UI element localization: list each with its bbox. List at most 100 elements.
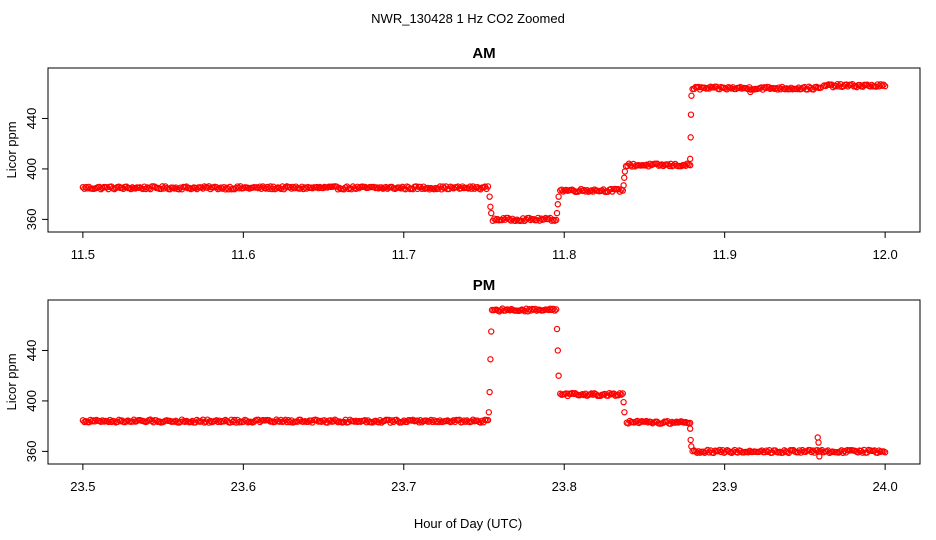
figure-suptitle: NWR_130428 1 Hz CO2 Zoomed — [371, 11, 565, 26]
data-point — [477, 419, 484, 426]
data-point — [485, 409, 493, 416]
data-point — [554, 347, 562, 354]
data-point — [506, 307, 514, 314]
data-point — [816, 453, 823, 460]
data-point — [553, 209, 561, 217]
data-point — [843, 81, 850, 88]
data-point — [462, 418, 469, 425]
data-point — [286, 418, 294, 426]
data-point — [647, 418, 655, 426]
data-point — [576, 187, 583, 194]
data-point — [745, 449, 752, 456]
data-point — [301, 184, 309, 191]
data-point — [526, 306, 533, 313]
data-point — [435, 418, 442, 426]
data-point — [400, 417, 408, 424]
data-point — [127, 185, 135, 193]
data-point — [399, 418, 406, 425]
data-point — [746, 447, 753, 455]
data-point — [484, 416, 492, 424]
data-point — [186, 184, 193, 192]
data-point — [424, 184, 432, 192]
y-tick-label: 400 — [24, 158, 39, 180]
data-point — [354, 183, 361, 190]
data-point — [841, 447, 848, 455]
x-tick-label: 12.0 — [872, 247, 897, 262]
data-point — [695, 448, 702, 455]
data-point — [606, 389, 613, 397]
data-point — [555, 372, 562, 379]
data-point — [397, 185, 405, 192]
plot-frame-am — [47, 67, 921, 233]
data-point — [487, 203, 494, 210]
data-point — [881, 449, 889, 456]
data-point — [423, 417, 430, 424]
data-point — [814, 446, 821, 454]
panel-title-am: AM — [472, 45, 495, 62]
plot-frame-pm — [47, 299, 921, 465]
data-point — [687, 134, 694, 141]
x-tick-label: 23.6 — [231, 479, 256, 494]
data-point — [378, 184, 385, 191]
data-point — [646, 160, 654, 167]
data-point — [484, 183, 492, 190]
x-tick-label: 24.0 — [872, 479, 897, 494]
data-point — [436, 417, 444, 424]
x-tick-label: 23.5 — [70, 479, 95, 494]
data-point — [497, 306, 505, 314]
data-point — [588, 390, 595, 397]
data-point — [388, 417, 396, 424]
data-point — [620, 398, 627, 406]
data-point — [618, 391, 625, 398]
data-point — [394, 417, 402, 425]
data-point — [537, 215, 545, 222]
data-point — [747, 88, 754, 96]
data-point — [486, 388, 493, 396]
data-point — [658, 161, 666, 168]
data-point — [762, 84, 769, 92]
data-point — [500, 215, 507, 222]
data-point — [793, 85, 801, 93]
data-point — [550, 305, 557, 313]
data-point — [486, 193, 493, 200]
data-point — [786, 85, 793, 93]
data-point — [304, 418, 312, 426]
data-point — [815, 439, 822, 446]
y-tick-label: 360 — [24, 441, 39, 463]
data-point — [540, 215, 548, 223]
data-point — [687, 436, 694, 444]
data-point — [551, 307, 558, 314]
panel-title-pm: PM — [473, 277, 496, 294]
data-point — [881, 82, 889, 90]
data-point — [99, 417, 106, 424]
data-point — [148, 417, 156, 425]
data-point — [717, 448, 725, 456]
data-point — [429, 418, 436, 426]
data-point — [450, 417, 457, 424]
data-points-am — [79, 80, 889, 225]
chart-panel-am: AM Licor ppm 11.5 11.6 11.7 11.8 11.9 12.0 360 40… — [4, 45, 921, 262]
y-tick-label: 440 — [24, 340, 39, 362]
x-tick-label: 23.9 — [712, 479, 737, 494]
data-point — [722, 448, 729, 455]
data-point — [327, 417, 334, 424]
y-tick-label: 400 — [24, 390, 39, 412]
x-tick-label: 11.6 — [231, 247, 255, 262]
data-point — [91, 418, 99, 425]
data-point — [220, 418, 228, 425]
data-point — [829, 83, 837, 91]
data-point — [207, 417, 214, 425]
data-point — [553, 216, 560, 224]
data-point — [616, 390, 624, 397]
data-point — [457, 184, 465, 192]
data-point — [177, 184, 184, 191]
chart-panel-pm: PM Licor ppm 23.5 23.6 23.7 23.8 23.9 24.0 360 40… — [4, 277, 921, 494]
data-point — [512, 217, 519, 224]
data-point — [580, 391, 588, 399]
data-point — [621, 168, 629, 175]
y-axis-label-am: Licor ppm — [4, 121, 19, 178]
data-point — [621, 409, 628, 416]
data-point — [807, 84, 814, 92]
data-point — [620, 182, 627, 189]
